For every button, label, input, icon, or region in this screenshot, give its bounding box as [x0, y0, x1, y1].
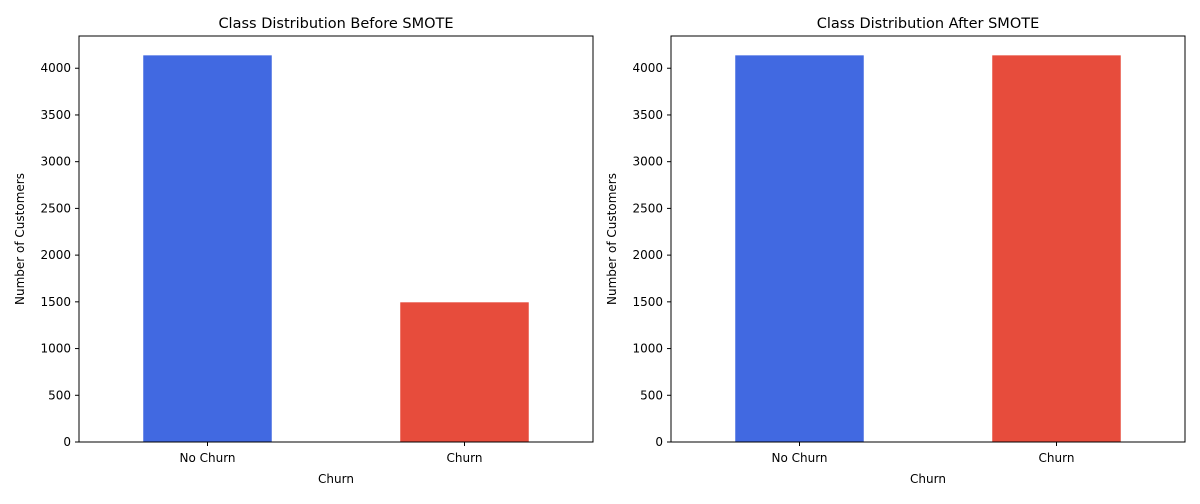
y-axis-label: Number of Customers: [13, 173, 27, 305]
bar-churn: [400, 302, 529, 442]
x-axis-label: Churn: [318, 472, 354, 486]
y-tick-label: 500: [640, 388, 663, 402]
y-tick-label: 0: [63, 435, 71, 449]
x-tick-label: Churn: [1039, 451, 1075, 465]
x-tick-label: No Churn: [179, 451, 235, 465]
y-tick-label: 2500: [632, 201, 663, 215]
y-tick-label: 1500: [632, 295, 663, 309]
x-axis-label: Churn: [910, 472, 946, 486]
chart-panel-1: 0 500 1000 1500 2000 2500 3000 3500 4000 No Churn…: [13, 16, 594, 486]
bar-churn: [992, 55, 1121, 443]
chart-panel-2: 0 500 1000 1500 2000 2500 3000 3500 4000 No Churn…: [605, 16, 1186, 486]
y-tick-label: 1000: [40, 342, 71, 356]
chart-title: Class Distribution After SMOTE: [817, 16, 1040, 32]
y-tick-label: 0: [655, 435, 663, 449]
y-tick-label: 4000: [632, 61, 663, 75]
y-tick-label: 3500: [632, 108, 663, 122]
y-axis-label: Number of Customers: [605, 173, 619, 305]
y-tick-label: 3000: [40, 155, 71, 169]
y-tick-label: 2500: [40, 201, 71, 215]
y-tick-label: 3000: [632, 155, 663, 169]
plot-frame: [670, 35, 1186, 443]
x-tick-label: Churn: [447, 451, 483, 465]
plot-frame: [78, 35, 594, 443]
y-tick-label: 1500: [40, 295, 71, 309]
chart-title: Class Distribution Before SMOTE: [218, 16, 453, 32]
y-tick-label: 2000: [632, 248, 663, 262]
bar-no-churn: [735, 55, 864, 443]
bar-no-churn: [143, 55, 272, 443]
y-tick-label: 1000: [632, 342, 663, 356]
y-tick-label: 500: [48, 388, 71, 402]
y-tick-label: 2000: [40, 248, 71, 262]
y-tick-label: 4000: [40, 61, 71, 75]
y-tick-label: 3500: [40, 108, 71, 122]
x-tick-label: No Churn: [771, 451, 827, 465]
